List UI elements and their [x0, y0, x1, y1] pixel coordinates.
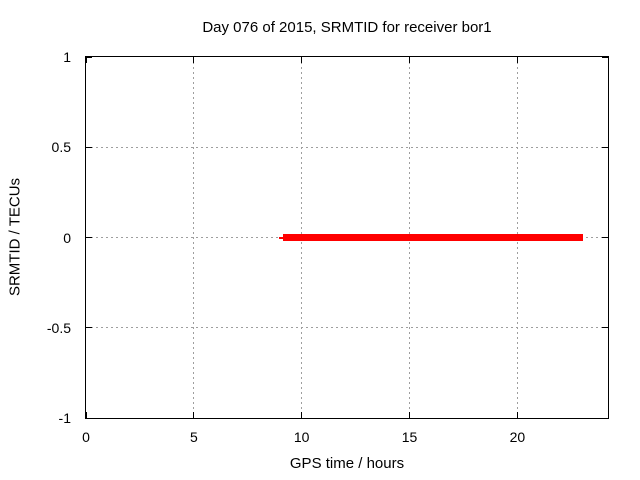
y-tick-label: 1 [63, 49, 71, 65]
x-tick-label: 0 [82, 429, 90, 445]
x-tick-label: 10 [293, 429, 310, 445]
y-tick-mark-right [602, 327, 608, 329]
y-gridline [86, 146, 608, 148]
series-line-srmtid [283, 234, 584, 241]
x-tick-label: 5 [189, 429, 198, 445]
x-tick-mark-bottom [516, 412, 518, 418]
y-tick-mark-left [86, 146, 92, 148]
x-tick-mark-top [409, 57, 411, 63]
y-tick-mark-left [86, 237, 92, 238]
x-tick-mark-bottom [193, 412, 195, 418]
plot-area [85, 56, 609, 419]
x-tick-mark-top [301, 57, 303, 63]
y-tick-mark-right [602, 237, 608, 238]
y-tick-mark-left [86, 417, 92, 419]
x-tick-label: 20 [509, 429, 526, 445]
y-tick-mark-right [602, 56, 608, 58]
y-tick-mark-left [86, 327, 92, 329]
x-tick-mark-bottom [409, 412, 411, 418]
y-tick-label: 0.5 [51, 139, 71, 156]
y-tick-label: 0 [63, 229, 71, 246]
y-tick-label: -1 [58, 410, 71, 426]
y-tick-mark-right [602, 146, 608, 148]
x-tick-label: 15 [401, 429, 418, 445]
x-tick-mark-bottom [301, 412, 303, 418]
x-tick-mark-top [85, 57, 87, 63]
series-line-srmtid [279, 236, 285, 239]
x-axis-title: GPS time / hours [289, 455, 405, 472]
y-gridline [86, 327, 608, 329]
x-tick-mark-top [193, 57, 195, 63]
y-tick-mark-left [86, 56, 92, 58]
y-tick-label: -0.5 [46, 319, 71, 336]
chart-title: Day 076 of 2015, SRMTID for receiver bor… [202, 19, 492, 36]
x-tick-mark-top [516, 57, 518, 63]
x-tick-mark-bottom [85, 412, 87, 418]
y-tick-mark-right [602, 417, 608, 419]
